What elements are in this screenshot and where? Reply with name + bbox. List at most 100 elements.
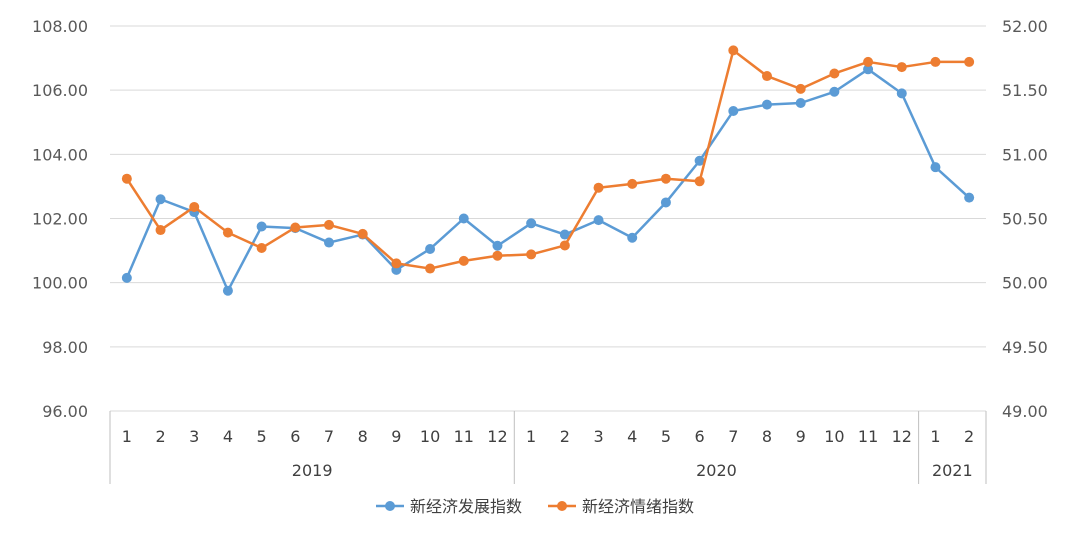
series-2-point [425, 263, 436, 274]
month-tick-label: 2 [560, 427, 570, 446]
series-1-point [762, 99, 772, 110]
month-tick-label: 1 [930, 427, 940, 446]
series-2-point [290, 222, 301, 233]
series-2-point [930, 56, 941, 67]
series-2-point [728, 45, 739, 56]
month-tick-label: 9 [796, 427, 806, 446]
month-tick-label: 12 [892, 427, 912, 446]
series-1-point [660, 197, 671, 208]
axes: 108.00 52.00 106.00 51.50 104.00 51.00 102.00 5… [32, 17, 1048, 484]
legend-item-2: 新经济情绪指数 [548, 497, 694, 516]
month-tick-label: 10 [824, 427, 844, 446]
series-1-point [121, 272, 132, 283]
series-2-point [863, 56, 874, 67]
series-1-point [526, 218, 537, 229]
series-2-point [593, 182, 604, 193]
series-1-point [795, 98, 806, 108]
month-tick-label: 4 [223, 427, 233, 446]
series-2-point [762, 71, 772, 82]
series-1-point [492, 240, 503, 251]
series-2-point [526, 249, 537, 260]
series-1-point [728, 106, 739, 117]
month-tick-label: 1 [526, 427, 536, 446]
month-tick-label: 6 [695, 427, 705, 446]
series [121, 45, 975, 296]
left-axis-tick-label: 108.00 [32, 17, 88, 36]
series-1-point [829, 86, 840, 97]
right-axis-tick-label: 51.50 [1002, 81, 1048, 100]
right-axis-tick-label: 52.00 [1002, 17, 1048, 36]
series-1-point [222, 285, 233, 296]
series-1-point [863, 64, 874, 75]
series-2-point [559, 240, 570, 251]
month-tick-label: 6 [290, 427, 300, 446]
series-2-point [121, 173, 132, 184]
series-1-point [155, 194, 166, 205]
month-tick-label: 1 [122, 427, 132, 446]
right-axis-tick-label: 50.50 [1002, 210, 1048, 229]
series-2-point [795, 83, 806, 94]
right-axis-tick-label: 49.50 [1002, 338, 1048, 357]
month-tick-label: 2 [964, 427, 974, 446]
month-tick-label: 7 [324, 427, 334, 446]
year-label: 2019 [292, 461, 333, 480]
series-2-point [222, 227, 233, 238]
left-axis-tick-label: 104.00 [32, 145, 88, 164]
series-2-point [896, 62, 907, 73]
left-axis-tick-label: 102.00 [32, 210, 88, 229]
month-tick-label: 3 [593, 427, 603, 446]
series-1-point [964, 192, 975, 203]
series-2-point [694, 176, 705, 187]
year-label: 2020 [696, 461, 737, 480]
series-2-point [829, 68, 840, 79]
right-axis-tick-label: 50.00 [1002, 274, 1048, 293]
left-axis-tick-label: 106.00 [32, 81, 88, 100]
series-1-point [458, 213, 469, 224]
month-tick-label: 4 [627, 427, 637, 446]
series-2-point [357, 228, 368, 239]
right-axis-tick-label: 51.00 [1002, 145, 1048, 164]
series-2-point [256, 243, 267, 254]
month-tick-label: 5 [257, 427, 267, 446]
left-axis-tick-label: 96.00 [42, 402, 88, 421]
series-1-point [425, 243, 436, 254]
series-2-point [964, 56, 975, 67]
series-2-point [391, 258, 402, 269]
legend-marker [385, 501, 395, 511]
month-tick-label: 7 [728, 427, 738, 446]
series-1-point [593, 215, 604, 226]
month-tick-label: 9 [391, 427, 401, 446]
series-1-point [256, 221, 267, 232]
series-2-point [492, 250, 503, 261]
month-tick-label: 12 [487, 427, 507, 446]
series-1-point [930, 162, 941, 173]
gridlines [110, 25, 986, 412]
series-2-point [458, 255, 469, 266]
series-1-point [559, 229, 570, 240]
series-2-point [189, 201, 200, 212]
left-axis-tick-label: 100.00 [32, 274, 88, 293]
series-2-point [660, 173, 671, 184]
legend-label: 新经济发展指数 [410, 497, 522, 516]
month-tick-label: 5 [661, 427, 671, 446]
month-tick-label: 3 [189, 427, 199, 446]
legend-item-1: 新经济发展指数 [376, 497, 522, 516]
month-tick-label: 11 [858, 427, 878, 446]
series-2-point [324, 219, 334, 230]
series-2-point [155, 225, 166, 236]
month-tick-label: 8 [358, 427, 368, 446]
legend: 新经济发展指数 新经济情绪指数 [376, 497, 694, 516]
series-line-2 [125, 49, 970, 270]
series-1-point [694, 155, 705, 166]
series-1-point [627, 232, 638, 243]
series-1-point [896, 88, 907, 99]
month-tick-label: 2 [155, 427, 165, 446]
series-2-point [627, 178, 638, 189]
month-tick-label: 8 [762, 427, 772, 446]
year-label: 2021 [932, 461, 973, 480]
left-axis-tick-label: 98.00 [42, 338, 88, 357]
legend-marker [557, 501, 567, 511]
legend-label: 新经济情绪指数 [582, 497, 694, 516]
series-1-point [324, 237, 334, 248]
